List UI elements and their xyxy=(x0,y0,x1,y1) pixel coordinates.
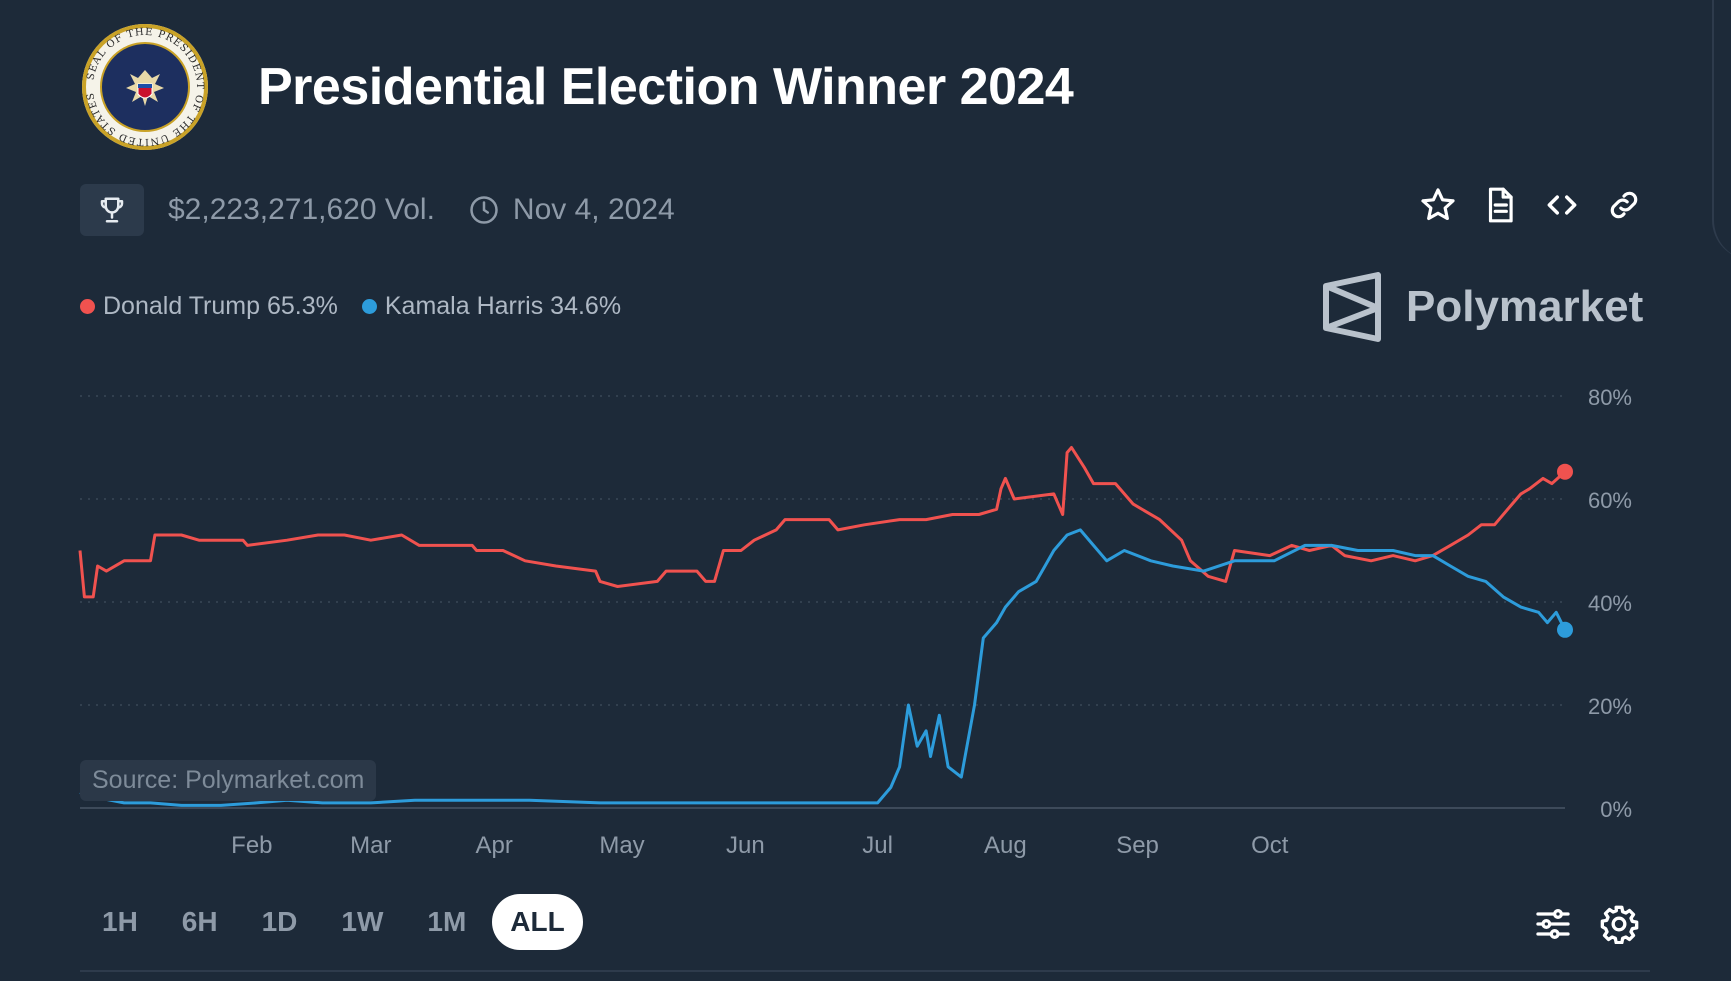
y-axis-ticks: 80% 60% 40% 20% 0% xyxy=(1588,385,1632,822)
x-tick-label: May xyxy=(599,832,644,859)
series-endpoint-donald-trump xyxy=(1557,463,1573,480)
end-date-text: Nov 4, 2024 xyxy=(512,193,675,226)
chart-tools xyxy=(1533,904,1639,944)
series-line-donald-trump xyxy=(78,446,1567,599)
chart-legend: Donald Trump 65.3% Kamala Harris 34.6% xyxy=(80,292,645,321)
y-tick-label: 20% xyxy=(1588,694,1632,719)
time-range-selector: 1H 6H 1D 1W 1M ALL xyxy=(84,894,583,950)
trophy-icon xyxy=(100,197,124,223)
sliders-icon[interactable] xyxy=(1533,904,1573,944)
bottom-divider xyxy=(80,970,1650,972)
volume-text: $2,223,271,620 Vol. xyxy=(168,193,435,226)
x-tick-label: Jul xyxy=(862,832,893,859)
star-icon[interactable] xyxy=(1419,186,1457,224)
clock-icon xyxy=(470,196,498,224)
legend-item-harris: Kamala Harris 34.6% xyxy=(361,292,622,321)
range-button-1h[interactable]: 1H xyxy=(102,906,138,937)
header: SEAL OF THE PRESIDENT OF THE UNITED STAT… xyxy=(80,22,1074,152)
chart-series xyxy=(78,446,1573,807)
range-button-1w[interactable]: 1W xyxy=(341,906,384,937)
market-actions xyxy=(1419,186,1643,224)
series-endpoint-kamala-harris xyxy=(1557,621,1573,638)
polymarket-wordmark: Polymarket xyxy=(1406,282,1644,331)
presidential-seal-icon: SEAL OF THE PRESIDENT OF THE UNITED STAT… xyxy=(82,24,208,150)
polymarket-logo-icon xyxy=(1323,272,1381,342)
settings-gear-icon[interactable] xyxy=(1599,904,1639,944)
x-axis-ticks: Feb Mar Apr May Jun Jul Aug Sep Oct xyxy=(231,832,1289,859)
x-tick-label: Aug xyxy=(984,832,1027,859)
legend-label-harris: Kamala Harris 34.6% xyxy=(384,292,622,320)
y-tick-label: 80% xyxy=(1588,385,1632,410)
x-tick-label: Mar xyxy=(350,832,391,859)
range-button-1d[interactable]: 1D xyxy=(261,906,298,937)
right-panel-edge xyxy=(1712,0,1731,260)
legend-label-trump: Donald Trump 65.3% xyxy=(103,292,338,320)
y-tick-label: 60% xyxy=(1588,488,1632,513)
legend-dot-trump xyxy=(80,299,95,314)
x-tick-label: Oct xyxy=(1251,832,1289,859)
page-title: Presidential Election Winner 2024 xyxy=(258,58,1074,116)
y-tick-label: 0% xyxy=(1600,797,1632,822)
legend-dot-harris xyxy=(361,299,377,314)
x-tick-label: Feb xyxy=(231,832,272,859)
market-meta: $2,223,271,620 Vol. Nov 4, 2024 xyxy=(80,184,675,236)
legend-item-trump: Donald Trump 65.3% xyxy=(80,292,338,321)
chart-grid xyxy=(80,395,1565,809)
embed-code-icon[interactable] xyxy=(1543,186,1581,224)
range-button-all[interactable]: ALL xyxy=(492,894,583,950)
series-line-kamala-harris xyxy=(79,528,1567,807)
x-tick-label: Apr xyxy=(476,832,513,859)
y-tick-label: 40% xyxy=(1588,591,1632,616)
x-tick-label: Sep xyxy=(1116,832,1159,859)
price-history-chart: 80% 60% 40% 20% 0% Feb Mar Apr May Jun Jul Aug Sep O… xyxy=(78,385,1632,859)
range-button-6h[interactable]: 6H xyxy=(181,906,218,937)
document-icon[interactable] xyxy=(1481,186,1519,224)
polymarket-brand: Polymarket xyxy=(1322,272,1643,342)
trophy-button[interactable] xyxy=(80,184,144,236)
link-icon[interactable] xyxy=(1605,186,1643,224)
range-button-1m[interactable]: 1M xyxy=(427,906,467,937)
source-label: Source: Polymarket.com xyxy=(80,760,377,801)
x-tick-label: Jun xyxy=(726,832,765,859)
